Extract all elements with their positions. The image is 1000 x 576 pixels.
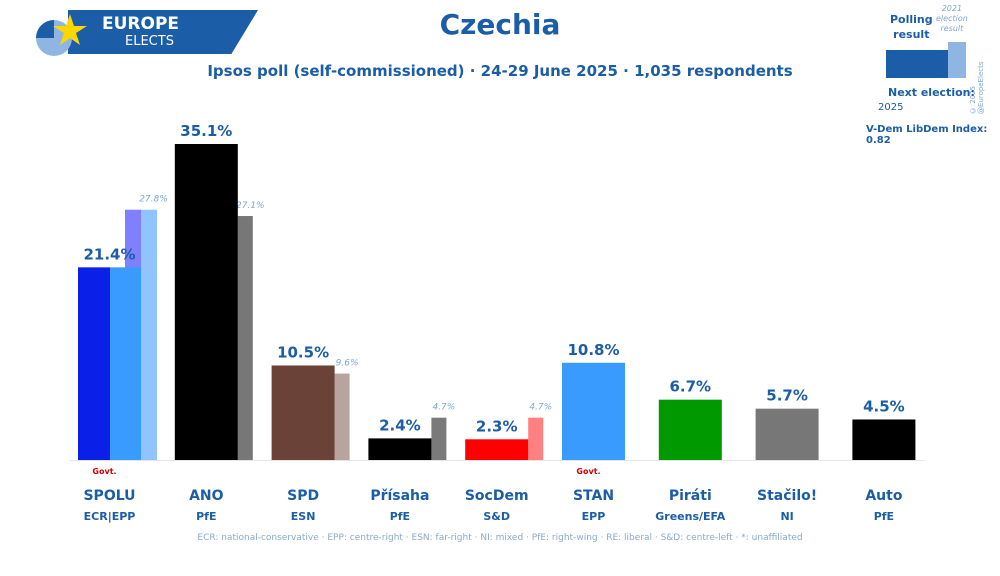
party-label-psaha: Přísaha — [370, 488, 429, 504]
prev-value-label-socdem: 4.7% — [529, 403, 552, 413]
value-label-socdem: 2.3% — [476, 417, 518, 435]
prev-bar-spolu-part2 — [141, 209, 157, 460]
bar-spolu-part2 — [110, 267, 141, 460]
prev-value-label-spd: 9.6% — [336, 359, 359, 369]
legend-polling-line1: Polling — [890, 13, 933, 26]
value-label-auto: 4.5% — [863, 397, 905, 415]
logo-globe-star-icon — [36, 14, 87, 56]
value-label-pirti: 6.7% — [669, 378, 711, 396]
bar-stan — [562, 362, 625, 460]
bar-auto — [852, 419, 916, 460]
legend-prev-line2: election — [936, 14, 968, 23]
vdem-index: V-Dem LibDem Index: 0.82 — [866, 124, 988, 146]
bar-stailo — [755, 408, 819, 460]
party-label-ano: ANO — [189, 488, 224, 504]
chart-title: Czechia — [439, 8, 561, 41]
value-label-stan: 10.8% — [567, 341, 619, 359]
legend-prev-line1: 2021 — [941, 4, 963, 13]
party-label-spd: SPD — [287, 488, 319, 504]
party-label-stan: STAN — [573, 488, 614, 504]
bar-socdem — [465, 439, 529, 460]
group-label-spolu: ECR|EPP — [84, 510, 136, 523]
group-label-auto: PfE — [874, 510, 894, 523]
europe-elects-logo: EUROPE ELECTS — [30, 10, 258, 56]
prev-bar-socdem — [528, 417, 544, 460]
govt-marker-stan: Govt. — [576, 467, 600, 476]
party-label-stailo: Stačilo! — [757, 488, 817, 504]
party-label-pirti: Piráti — [669, 488, 712, 504]
legend-prev-label: 2021 election result — [936, 4, 968, 34]
prev-bar-ano — [237, 216, 253, 460]
bar-psaha — [368, 438, 432, 460]
footer-group-legend: ECR: national-conservative · EPP: centre… — [197, 533, 803, 543]
party-label-auto: Auto — [865, 488, 902, 504]
logo-band — [68, 10, 258, 54]
bar-pirti — [658, 399, 722, 460]
prev-bar-spd — [334, 373, 350, 460]
govt-marker-spolu: Govt. — [92, 467, 116, 476]
value-label-psaha: 2.4% — [379, 416, 421, 434]
legend-polling-line2: result — [893, 28, 930, 41]
value-label-stailo: 5.7% — [766, 387, 808, 405]
legend: Polling result 2021 election result © 20… — [870, 4, 985, 134]
logo-text-europe: EUROPE — [102, 14, 180, 34]
group-label-socdem: S&D — [483, 510, 510, 523]
bar-ano — [174, 144, 238, 460]
prev-value-label-psaha: 4.7% — [432, 403, 455, 413]
legend-prev-line3: result — [940, 24, 964, 33]
next-election-year: 2025 — [878, 102, 904, 113]
party-label-socdem: SocDem — [465, 488, 529, 504]
bar-spolu-part1 — [78, 267, 110, 460]
group-label-pirti: Greens/EFA — [655, 510, 726, 523]
group-label-ano: PfE — [196, 510, 216, 523]
prev-bar-psaha — [431, 417, 447, 460]
prev-value-label-ano: 27.1% — [236, 201, 265, 211]
prev-value-label-spolu: 27.8% — [139, 195, 168, 205]
legend-polling-label: Polling result — [890, 12, 933, 42]
party-label-spolu: SPOLU — [83, 488, 135, 504]
group-label-stailo: NI — [780, 510, 793, 523]
legend-prev-swatch — [948, 42, 966, 78]
next-election-label: Next election: — [888, 86, 975, 99]
legend-polling-swatch — [886, 50, 948, 78]
value-label-spolu: 21.4% — [83, 245, 135, 263]
group-label-stan: EPP — [582, 510, 606, 523]
logo-text-elects: ELECTS — [125, 34, 174, 49]
group-label-psaha: PfE — [390, 510, 410, 523]
group-label-spd: ESN — [291, 510, 316, 523]
value-label-ano: 35.1% — [180, 122, 232, 140]
value-label-spd: 10.5% — [277, 343, 329, 361]
chart-subtitle: Ipsos poll (self-commissioned) · 24-29 J… — [207, 62, 793, 80]
bar-spd — [271, 365, 335, 460]
